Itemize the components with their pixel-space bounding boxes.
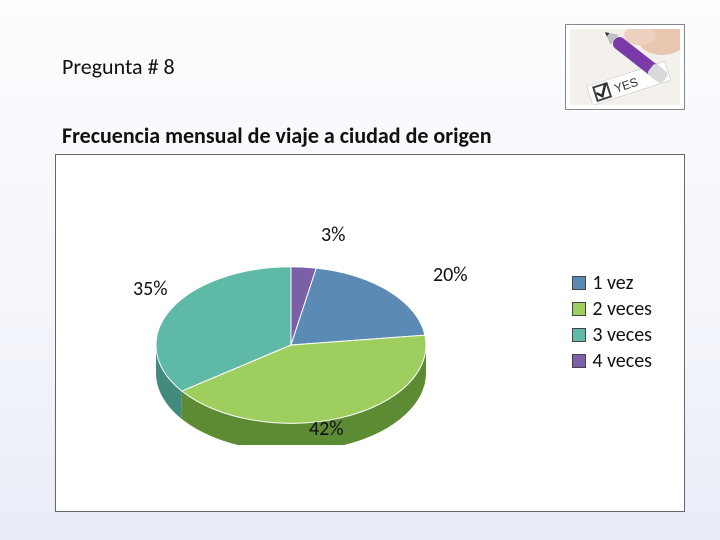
legend-label: 4 veces [592,349,652,373]
slice-label-2-veces: 42% [309,417,344,441]
chart-area: 3% 20% 42% 35% 1 vez2 veces3 veces4 veces [55,154,685,512]
slice-label-1-vez: 20% [433,263,468,287]
legend-swatch [572,302,586,316]
pie-svg [141,245,451,445]
chart-title: Frecuencia mensual de viaje a ciudad de … [62,122,492,149]
checklist-pen-illustration: YES [570,29,680,105]
legend-item-4-veces: 4 veces [572,348,652,374]
slide: Pregunta # 8 Frecuencia mensual de viaje… [0,0,720,540]
slice-label-4-veces: 3% [321,223,345,247]
legend-item-1-vez: 1 vez [572,270,652,296]
legend-swatch [572,276,586,290]
pie-top [156,267,426,424]
question-number: Pregunta # 8 [62,53,175,80]
corner-photo-content: YES [570,29,680,105]
legend-label: 2 veces [592,297,652,321]
legend-item-2-veces: 2 veces [572,296,652,322]
legend-label: 1 vez [592,271,633,295]
legend-swatch [572,328,586,342]
legend-item-3-veces: 3 veces [572,322,652,348]
legend-swatch [572,354,586,368]
pie-chart [141,245,451,445]
legend: 1 vez2 veces3 veces4 veces [572,270,652,374]
slice-label-3-veces: 35% [133,277,168,301]
corner-photo: YES [565,24,685,110]
legend-label: 3 veces [592,323,652,347]
